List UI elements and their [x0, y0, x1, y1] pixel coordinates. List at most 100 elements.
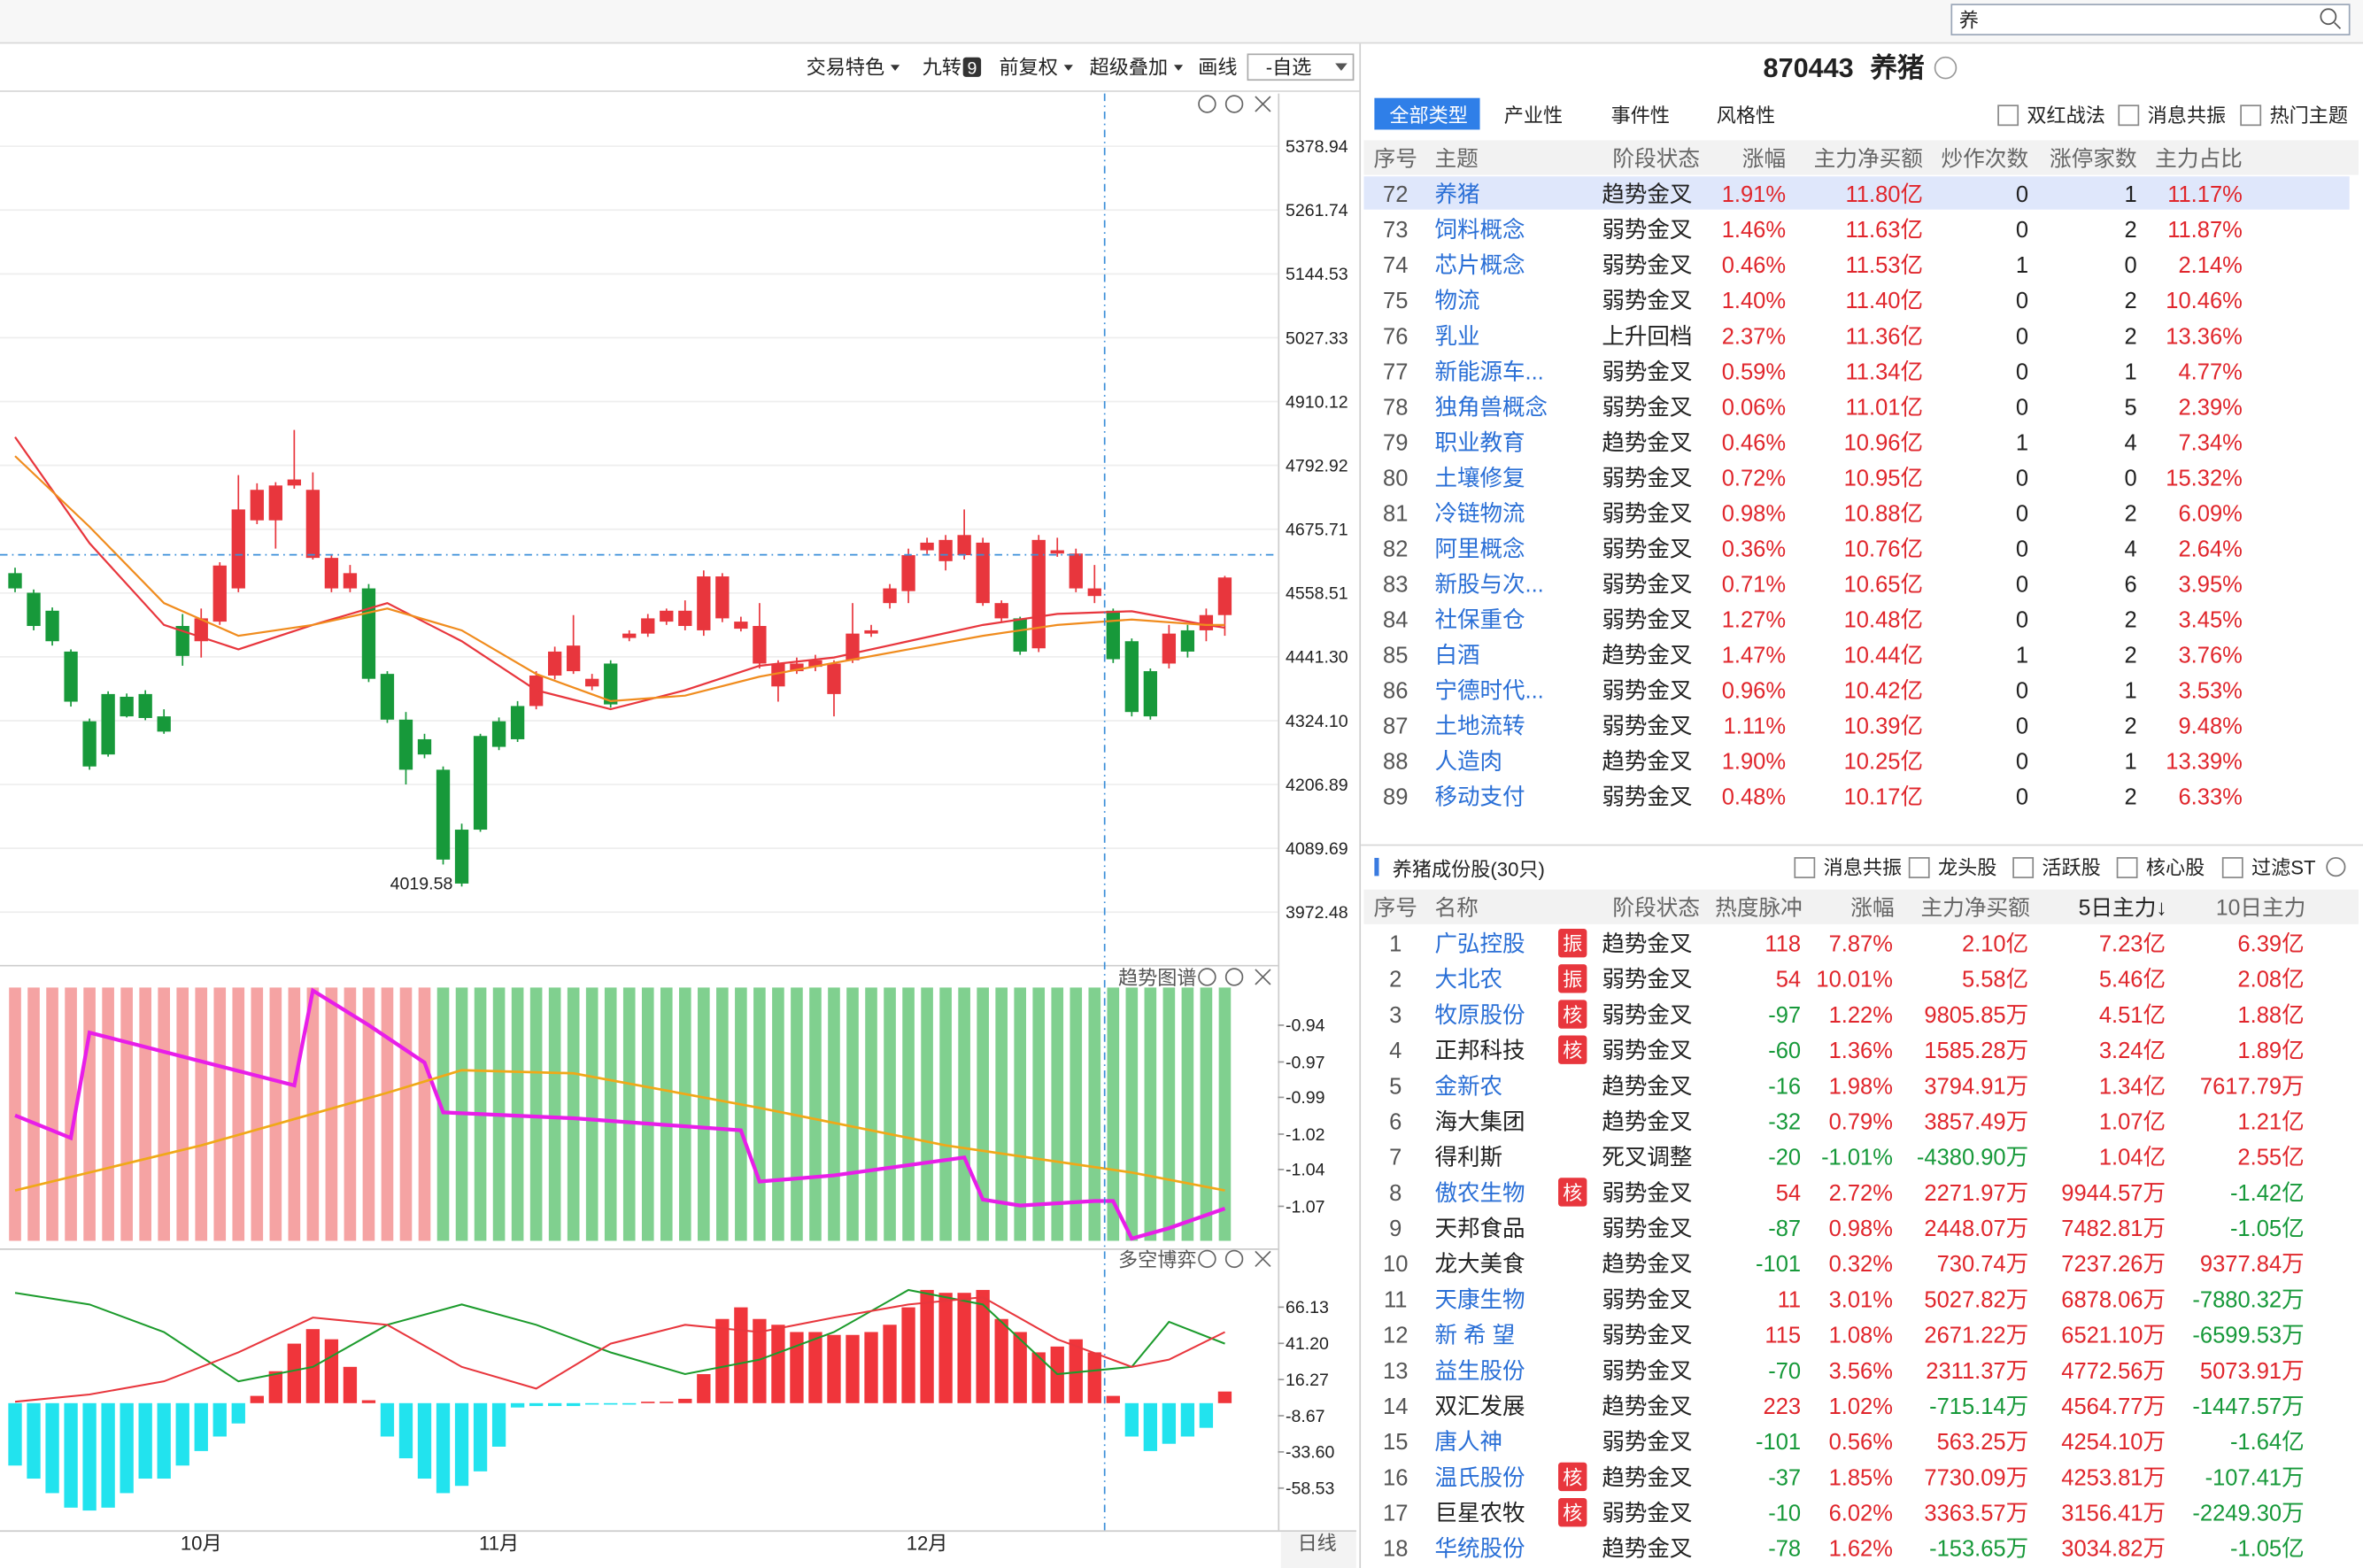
table-cell: 11.87% — [2167, 218, 2243, 243]
tab[interactable]: 全部类型 — [1389, 104, 1467, 127]
table-cell[interactable]: 金新农 — [1434, 1074, 1502, 1099]
column-header[interactable]: 热度脉冲 — [1715, 896, 1803, 921]
tab[interactable]: 事件性 — [1611, 104, 1670, 127]
table-cell[interactable]: 华统股份 — [1434, 1537, 1525, 1562]
table-cell[interactable]: 双汇发展 — [1434, 1394, 1525, 1419]
checkbox[interactable] — [2012, 857, 2035, 878]
search-box[interactable] — [1950, 4, 2351, 36]
regime-bar — [865, 987, 877, 1241]
table-cell[interactable]: 芯片概念 — [1434, 253, 1525, 278]
column-header[interactable]: 主力净买额 — [1920, 896, 2029, 921]
tab[interactable]: 产业性 — [1504, 104, 1563, 127]
table-cell[interactable]: 天康生物 — [1434, 1287, 1525, 1312]
table-cell[interactable]: 新股与次... — [1434, 572, 1543, 597]
table-cell[interactable]: 人造肉 — [1434, 749, 1502, 774]
table-cell[interactable]: 社保重仓 — [1434, 607, 1525, 632]
table-cell[interactable]: 土地流转 — [1434, 714, 1525, 738]
table-cell[interactable]: 傲农生物 — [1434, 1181, 1525, 1206]
checkbox[interactable] — [1997, 104, 2019, 127]
table-cell[interactable]: 海大集团 — [1434, 1109, 1525, 1134]
dropdown-text[interactable]: -自选 — [1266, 56, 1312, 78]
checkbox-label[interactable]: 龙头股 — [1938, 857, 1996, 879]
close-icon[interactable] — [1255, 969, 1271, 985]
candle-body — [398, 719, 413, 770]
table-cell[interactable]: 宁德时代... — [1434, 678, 1543, 703]
help-icon[interactable] — [2326, 857, 2346, 877]
info-icon[interactable] — [1934, 56, 1958, 80]
panel-icon[interactable] — [1198, 968, 1216, 986]
candle-body — [790, 663, 804, 672]
table-cell[interactable]: 饲料概念 — [1434, 218, 1525, 243]
table-cell[interactable]: 独角兽概念 — [1434, 395, 1548, 420]
bar — [1087, 1352, 1101, 1403]
checkbox[interactable] — [1908, 857, 1930, 878]
table-cell: 118 — [1765, 932, 1801, 957]
table-cell[interactable]: 正邦科技 — [1434, 1039, 1525, 1063]
dropdown[interactable] — [1247, 53, 1355, 81]
tab-active[interactable] — [1374, 97, 1480, 130]
table-cell[interactable]: 冷链物流 — [1434, 501, 1525, 526]
table-cell[interactable]: 白酒 — [1434, 643, 1479, 668]
checkbox-label[interactable]: 双红战法 — [2027, 104, 2104, 127]
close-icon[interactable] — [1255, 1250, 1271, 1268]
table-cell[interactable]: 职业教育 — [1434, 430, 1525, 455]
toolbar-item[interactable]: 超级叠加 — [1090, 56, 1168, 78]
search-icon[interactable] — [2320, 8, 2337, 26]
checkbox-label[interactable]: 活跃股 — [2042, 857, 2100, 879]
candle-body — [1124, 641, 1139, 713]
checkbox[interactable] — [1794, 857, 1816, 878]
toolbar-item[interactable]: 画线 — [1198, 56, 1237, 78]
table-cell: 84 — [1383, 607, 1408, 632]
panel-icon[interactable] — [1198, 95, 1216, 113]
table-cell[interactable]: 巨星农牧 — [1434, 1502, 1525, 1526]
table-cell: -107.41万 — [2205, 1465, 2305, 1490]
table-cell[interactable]: 得利斯 — [1434, 1146, 1502, 1170]
table-cell[interactable]: 土壤修复 — [1434, 466, 1525, 490]
column-header[interactable]: 10日主力 — [2216, 896, 2305, 921]
table-cell[interactable]: 唐人神 — [1434, 1430, 1502, 1455]
panel-icon[interactable] — [1224, 968, 1244, 986]
checkbox-label[interactable]: 消息共振 — [2148, 104, 2226, 127]
tab[interactable]: 风格性 — [1717, 104, 1775, 127]
checkbox-label[interactable]: 核心股 — [2146, 857, 2205, 879]
table-cell[interactable]: 物流 — [1434, 289, 1479, 313]
search-text[interactable]: 养 — [1959, 10, 1979, 32]
table-cell: 89 — [1383, 784, 1408, 809]
checkbox[interactable] — [2116, 857, 2138, 878]
period-label[interactable]: 日线 — [1298, 1533, 1337, 1555]
panel-icon[interactable] — [1224, 1249, 1244, 1269]
checkbox[interactable] — [2221, 857, 2243, 878]
checkbox[interactable] — [2118, 104, 2140, 127]
table-cell[interactable]: 养猪 — [1434, 182, 1479, 207]
regime-bar — [158, 987, 171, 1241]
toolbar-item[interactable]: 九转 — [923, 56, 961, 78]
table-cell: 15 — [1383, 1430, 1408, 1455]
table-cell[interactable]: 乳业 — [1434, 324, 1479, 349]
table-cell[interactable]: 温氏股份 — [1434, 1465, 1525, 1490]
table-cell[interactable]: 天邦食品 — [1434, 1217, 1525, 1241]
table-cell[interactable]: 广弘控股 — [1434, 932, 1525, 957]
toolbar-item[interactable]: 交易特色 — [807, 56, 884, 78]
table-cell[interactable]: 大北农 — [1434, 968, 1502, 993]
table-cell[interactable]: 新 希 望 — [1434, 1324, 1515, 1348]
panel-icon[interactable] — [1198, 1249, 1216, 1269]
checkbox[interactable] — [2240, 104, 2262, 127]
bar — [994, 1318, 1008, 1403]
table-cell[interactable]: 新能源车... — [1434, 359, 1543, 384]
table-cell[interactable]: 阿里概念 — [1434, 537, 1525, 561]
checkbox-label[interactable]: 过滤ST — [2251, 857, 2316, 879]
checkbox-label[interactable]: 消息共振 — [1824, 857, 1902, 879]
table-cell[interactable]: 牧原股份 — [1434, 1003, 1525, 1028]
column-header[interactable]: 涨幅 — [1850, 896, 1894, 921]
table-cell[interactable]: 益生股份 — [1434, 1359, 1525, 1384]
table-cell: 3.01% — [1829, 1287, 1893, 1312]
tag-text: 振 — [1563, 969, 1582, 991]
checkbox-label[interactable]: 热门主题 — [2269, 104, 2347, 127]
close-icon[interactable] — [1255, 96, 1271, 112]
table-cell: 4772.56万 — [2061, 1359, 2166, 1384]
panel-icon[interactable] — [1224, 95, 1244, 113]
column-header[interactable]: 5日主力↓ — [2079, 896, 2167, 921]
toolbar-item[interactable]: 前复权 — [1000, 56, 1058, 78]
table-cell[interactable]: 移动支付 — [1434, 784, 1525, 809]
table-cell[interactable]: 龙大美食 — [1434, 1252, 1525, 1277]
